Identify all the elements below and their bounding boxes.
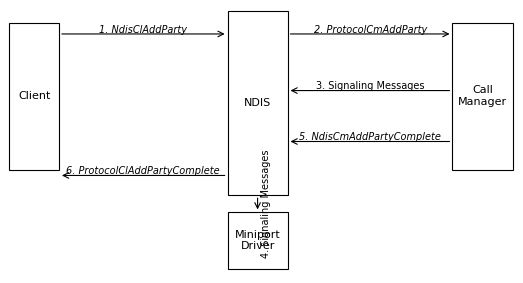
- Bar: [228, 11, 288, 195]
- Text: 4. Signaling Messages: 4. Signaling Messages: [260, 149, 271, 258]
- Bar: [452, 23, 513, 170]
- Bar: [9, 23, 59, 170]
- Text: Client: Client: [18, 91, 50, 101]
- Text: 3. Signaling Messages: 3. Signaling Messages: [316, 81, 425, 91]
- Text: 6. ProtocolClAddPartyComplete: 6. ProtocolClAddPartyComplete: [66, 166, 220, 176]
- Text: 2. ProtocolCmAddParty: 2. ProtocolCmAddParty: [314, 25, 427, 35]
- Text: Call
Manager: Call Manager: [458, 85, 507, 107]
- Bar: [228, 212, 288, 269]
- Text: NDIS: NDIS: [244, 98, 271, 108]
- Text: 5. NdisCmAddPartyComplete: 5. NdisCmAddPartyComplete: [299, 132, 441, 142]
- Text: 1. NdisClAddParty: 1. NdisClAddParty: [99, 25, 187, 35]
- Text: Miniport
Driver: Miniport Driver: [235, 230, 280, 251]
